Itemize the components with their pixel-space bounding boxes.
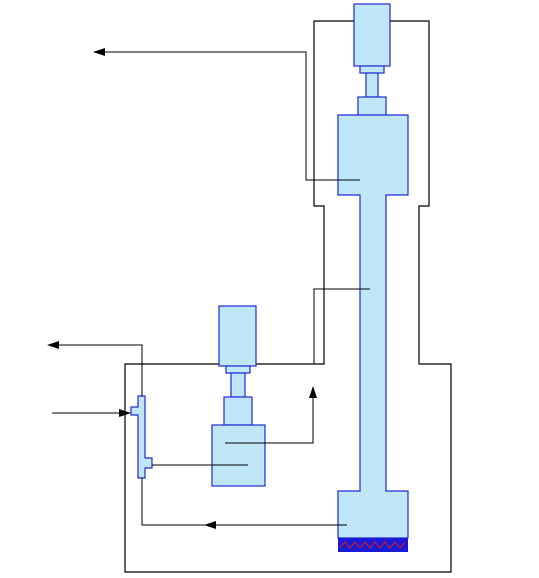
chamber-to-column-line (225, 386, 317, 444)
reservoir-liquid-wave (339, 541, 406, 549)
column-to-small-unit-line (313, 288, 370, 364)
tall-column-unit (337, 3, 409, 552)
small-motor-housing (218, 305, 257, 367)
side-manifold (130, 395, 153, 479)
top-shaft (365, 72, 379, 98)
outlet-line-left (47, 341, 143, 396)
outer-enclosure (124, 20, 452, 573)
flow-lines (47, 48, 370, 529)
small-unit (211, 305, 266, 487)
tall-column-body (337, 114, 409, 539)
return-line-bottom (141, 478, 347, 526)
small-coupling-lower (223, 396, 253, 426)
small-coupling-upper (225, 365, 251, 374)
top-motor-housing (353, 3, 391, 67)
top-coupling-upper (359, 65, 385, 74)
outlet-line-top (93, 48, 360, 181)
small-chamber (211, 424, 266, 487)
small-shaft (230, 372, 246, 398)
